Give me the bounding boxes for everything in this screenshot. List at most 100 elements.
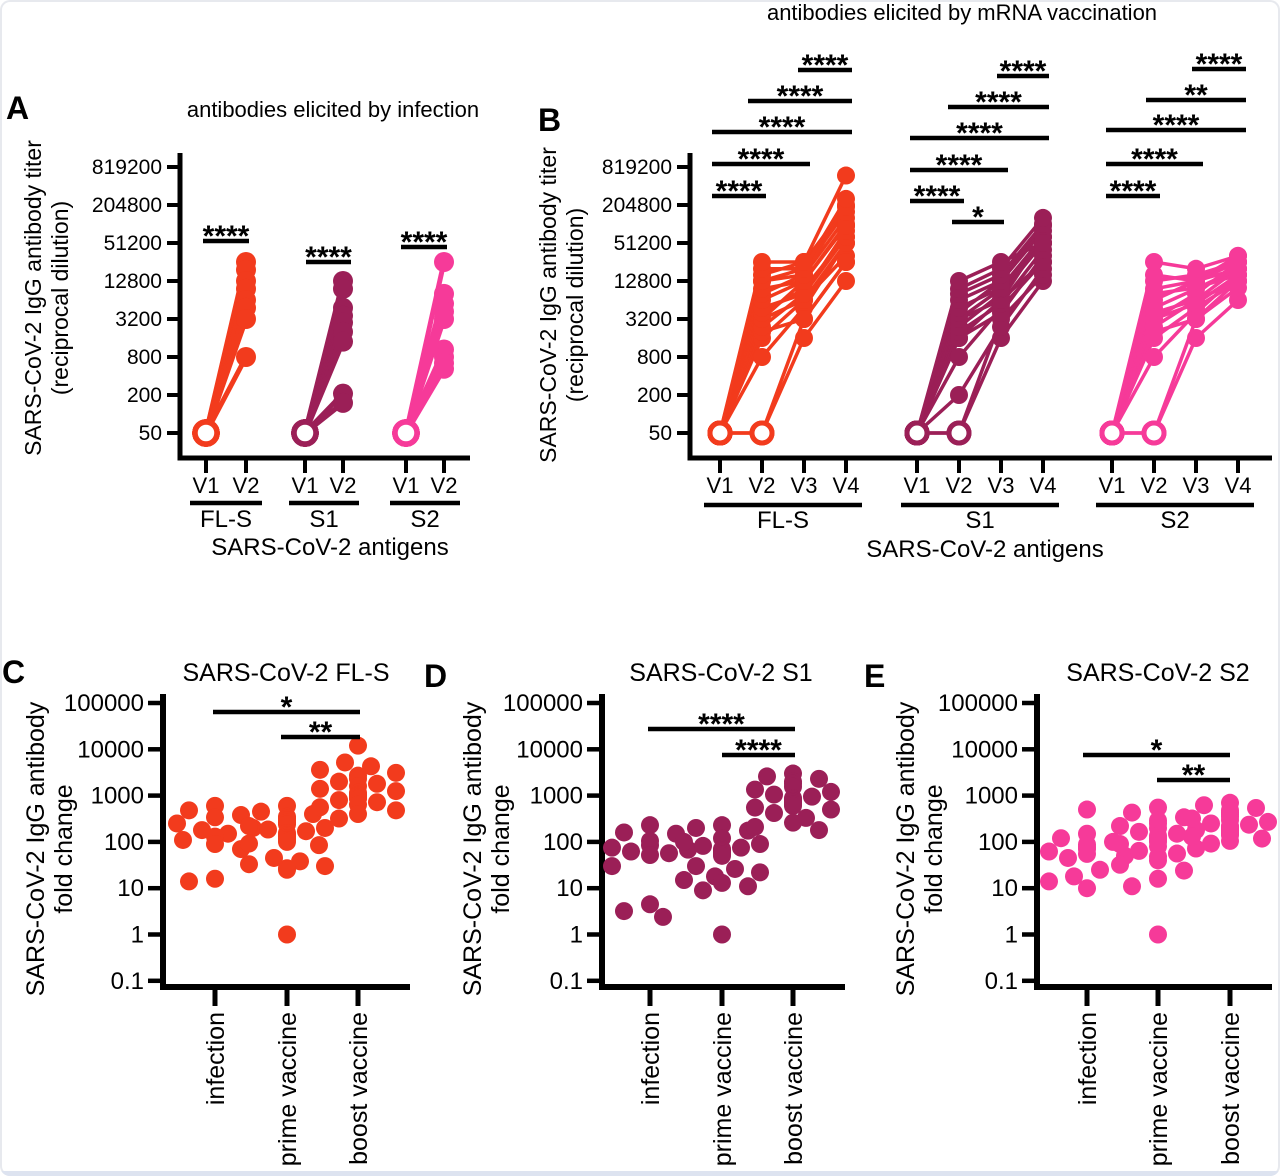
svg-text:1: 1 xyxy=(570,922,583,949)
svg-text:*: * xyxy=(281,691,293,724)
svg-text:1000: 1000 xyxy=(91,783,144,810)
svg-text:100000: 100000 xyxy=(938,690,1018,717)
svg-text:10000: 10000 xyxy=(77,736,144,763)
svg-text:prime vaccine: prime vaccine xyxy=(274,1012,302,1166)
svg-text:**: ** xyxy=(1182,759,1206,792)
svg-text:****: **** xyxy=(936,149,983,182)
svg-text:****: **** xyxy=(1131,143,1178,176)
svg-text:204800: 204800 xyxy=(602,194,672,217)
svg-text:0.1: 0.1 xyxy=(111,968,144,995)
svg-text:****: **** xyxy=(1110,175,1157,208)
svg-text:V3: V3 xyxy=(1183,473,1210,498)
svg-text:V3: V3 xyxy=(988,473,1015,498)
svg-text:12800: 12800 xyxy=(614,270,672,293)
svg-text:V1: V1 xyxy=(904,473,931,498)
panel-e-title: SARS-CoV-2 S2 xyxy=(1066,659,1250,687)
panel-d-title: SARS-CoV-2 S1 xyxy=(629,659,813,687)
svg-text:1000: 1000 xyxy=(530,783,583,810)
panel-b-title: antibodies elicited by mRNA vaccination xyxy=(766,0,1158,25)
svg-text:infection: infection xyxy=(637,1012,665,1105)
panel-c-letter: C xyxy=(2,654,26,690)
svg-text:10000: 10000 xyxy=(516,736,583,763)
svg-text:S2: S2 xyxy=(1160,507,1189,534)
svg-text:100: 100 xyxy=(104,829,144,856)
svg-text:V4: V4 xyxy=(833,473,860,498)
svg-text:S2: S2 xyxy=(410,506,439,533)
panel-a-title: antibodies elicited by infection xyxy=(186,97,480,122)
svg-text:S1: S1 xyxy=(965,507,994,534)
svg-text:204800: 204800 xyxy=(92,194,162,217)
svg-text:boost vaccine: boost vaccine xyxy=(1217,1012,1245,1165)
panel-e-letter: E xyxy=(864,658,886,694)
panel-b-letter: B xyxy=(538,102,562,138)
svg-text:V1: V1 xyxy=(393,473,420,498)
svg-text:V1: V1 xyxy=(707,473,734,498)
svg-text:10: 10 xyxy=(117,875,144,902)
svg-text:****: **** xyxy=(956,117,1003,150)
svg-text:200: 200 xyxy=(127,384,162,407)
svg-text:*: * xyxy=(972,201,984,234)
svg-text:800: 800 xyxy=(127,346,162,369)
svg-text:boost vaccine: boost vaccine xyxy=(345,1012,373,1165)
svg-text:V1: V1 xyxy=(292,473,319,498)
svg-text:800: 800 xyxy=(637,346,672,369)
panel-a-letter: A xyxy=(6,90,30,126)
svg-text:boost vaccine: boost vaccine xyxy=(780,1012,808,1165)
svg-text:1000: 1000 xyxy=(965,783,1018,810)
svg-text:10: 10 xyxy=(556,875,583,902)
svg-text:****: **** xyxy=(1153,109,1200,142)
svg-text:FL-S: FL-S xyxy=(200,506,252,533)
svg-text:infection: infection xyxy=(202,1012,230,1105)
svg-text:prime vaccine: prime vaccine xyxy=(1145,1012,1173,1166)
svg-text:819200: 819200 xyxy=(92,156,162,179)
svg-text:****: **** xyxy=(305,241,352,274)
svg-text:200: 200 xyxy=(637,384,672,407)
svg-text:V2: V2 xyxy=(1141,473,1168,498)
svg-text:100000: 100000 xyxy=(503,690,583,717)
svg-text:3200: 3200 xyxy=(625,308,672,331)
svg-text:V4: V4 xyxy=(1030,473,1057,498)
svg-text:prime vaccine: prime vaccine xyxy=(709,1012,737,1166)
svg-text:**: ** xyxy=(309,716,333,749)
svg-text:****: **** xyxy=(1000,55,1047,88)
svg-text:V1: V1 xyxy=(1099,473,1126,498)
svg-text:50: 50 xyxy=(649,422,672,445)
svg-text:0.1: 0.1 xyxy=(985,968,1018,995)
bottom-edge-strip xyxy=(0,1171,1280,1176)
svg-text:50: 50 xyxy=(139,422,162,445)
svg-text:****: **** xyxy=(203,220,250,253)
svg-text:100000: 100000 xyxy=(64,690,144,717)
panel-d-letter: D xyxy=(424,658,448,694)
svg-text:**: ** xyxy=(1184,79,1208,112)
panel-a-x-axis-label: SARS-CoV-2 antigens xyxy=(211,534,449,561)
svg-text:100: 100 xyxy=(978,829,1018,856)
svg-text:****: **** xyxy=(975,86,1022,119)
svg-text:*: * xyxy=(1151,734,1163,767)
svg-text:V2: V2 xyxy=(749,473,776,498)
svg-text:12800: 12800 xyxy=(104,270,162,293)
svg-text:51200: 51200 xyxy=(614,232,672,255)
svg-text:10: 10 xyxy=(991,875,1018,902)
svg-text:V4: V4 xyxy=(1225,473,1252,498)
svg-text:****: **** xyxy=(698,708,745,741)
svg-text:3200: 3200 xyxy=(115,308,162,331)
svg-text:****: **** xyxy=(914,180,961,213)
svg-text:S1: S1 xyxy=(309,506,338,533)
svg-text:51200: 51200 xyxy=(104,232,162,255)
svg-text:V1: V1 xyxy=(193,473,220,498)
svg-text:****: **** xyxy=(401,226,448,259)
svg-text:****: **** xyxy=(735,734,782,767)
svg-text:****: **** xyxy=(802,49,849,82)
svg-text:****: **** xyxy=(716,175,763,208)
svg-text:****: **** xyxy=(777,80,824,113)
svg-text:V2: V2 xyxy=(946,473,973,498)
svg-text:V2: V2 xyxy=(330,473,357,498)
svg-text:****: **** xyxy=(1196,48,1243,81)
svg-text:100: 100 xyxy=(543,829,583,856)
svg-text:V2: V2 xyxy=(431,473,458,498)
panel-c-title: SARS-CoV-2 FL-S xyxy=(182,659,390,687)
svg-text:****: **** xyxy=(759,111,806,144)
svg-text:1: 1 xyxy=(131,922,144,949)
